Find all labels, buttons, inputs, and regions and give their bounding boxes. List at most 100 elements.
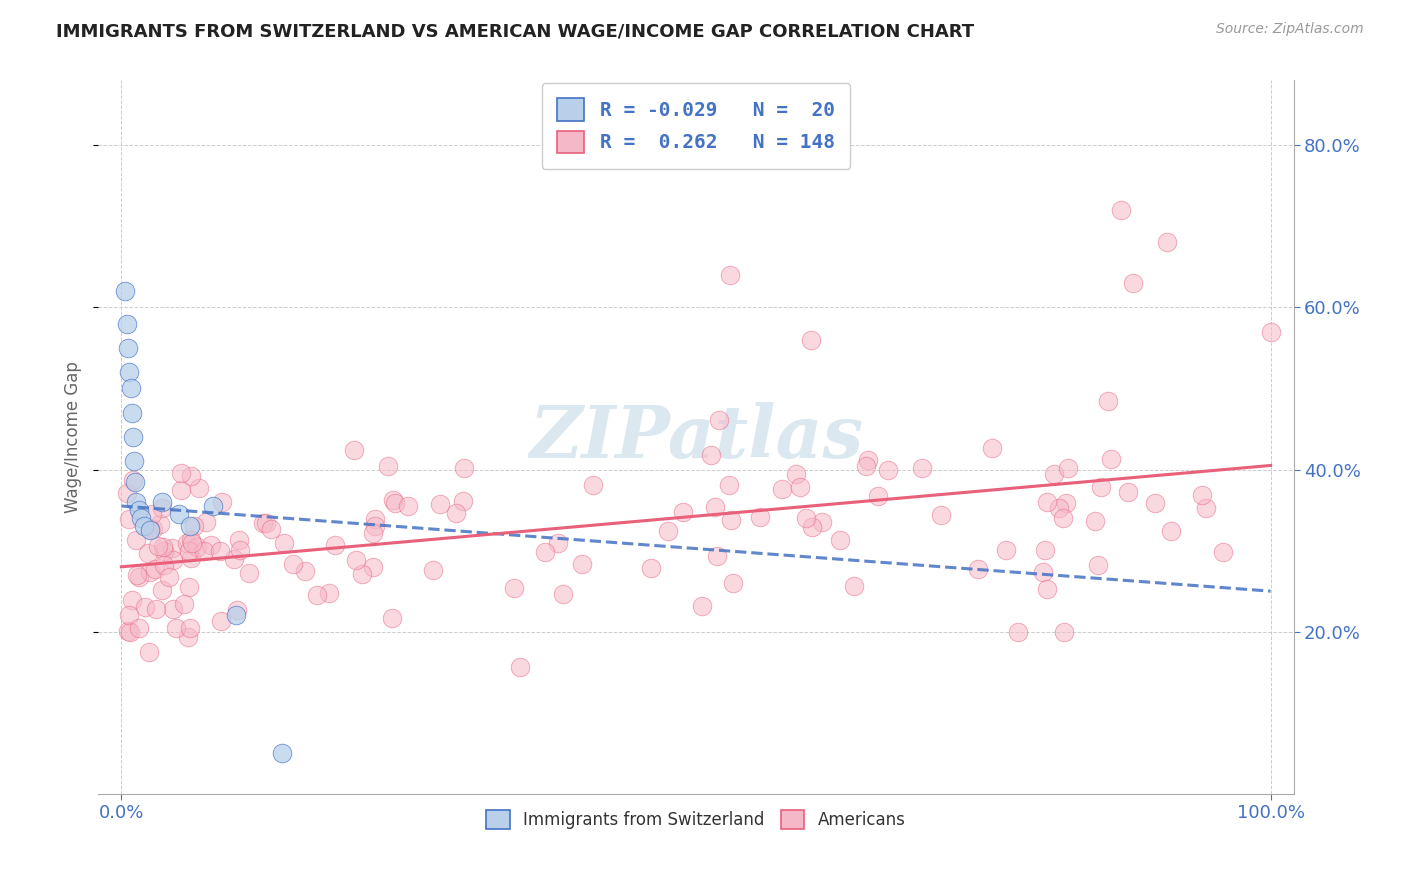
Point [138,645,160,659]
Point [271,747,294,761]
Point [202,499,225,513]
Point [384,496,406,510]
Point [134,600,156,615]
Point [183,519,205,533]
Point [364,519,387,533]
Point [789,480,811,494]
Point [228,533,250,547]
Point [141,508,163,522]
Point [128,503,150,517]
Point [856,453,879,467]
Point [876,463,898,477]
Point [720,513,742,527]
Point [720,268,742,282]
Point [179,622,201,636]
Point [200,538,222,552]
Point [165,621,187,635]
Point [238,566,260,580]
Point [672,505,695,519]
Point [1036,494,1059,508]
Point [117,624,139,638]
Point [259,522,281,536]
Point [125,533,148,547]
Point [344,552,367,566]
Point [377,459,399,474]
Point [294,564,316,578]
Point [444,507,467,521]
Point [451,493,474,508]
Point [118,365,141,379]
Point [1195,501,1218,516]
Point [122,430,145,444]
Point [170,466,193,480]
Point [855,459,877,474]
Point [252,516,274,530]
Point [1260,325,1282,339]
Point [381,611,404,625]
Text: ZIPatlas: ZIPatlas [529,401,863,473]
Point [382,493,405,508]
Point [281,557,304,571]
Point [1054,496,1077,510]
Point [122,473,145,487]
Point [995,542,1018,557]
Point [142,522,165,536]
Point [800,333,823,347]
Point [929,508,952,523]
Point [690,599,713,614]
Point [307,589,329,603]
Point [177,630,200,644]
Point [785,467,807,482]
Point [129,511,152,525]
Point [551,587,574,601]
Point [749,510,772,524]
Point [114,284,136,298]
Point [453,460,475,475]
Point [352,566,374,581]
Point [571,558,593,572]
Point [139,565,162,579]
Text: IMMIGRANTS FROM SWITZERLAND VS AMERICAN WAGE/INCOME GAP CORRELATION CHART: IMMIGRANTS FROM SWITZERLAND VS AMERICAN … [56,22,974,40]
Point [503,581,526,595]
Point [704,500,727,515]
Point [981,441,1004,455]
Point [170,483,193,498]
Point [1036,582,1059,596]
Point [229,543,252,558]
Point [195,515,218,529]
Point [1212,545,1234,559]
Point [1116,485,1139,500]
Point [193,543,215,558]
Point [150,500,173,515]
Point [117,341,139,355]
Point [121,406,143,420]
Point [830,533,852,547]
Point [1097,394,1119,409]
Point [273,536,295,550]
Point [122,454,145,468]
Point [115,317,138,331]
Point [225,603,247,617]
Point [209,614,232,628]
Point [177,544,200,558]
Y-axis label: Wage/Income Gap: Wage/Income Gap [65,361,83,513]
Point [139,524,162,538]
Point [118,607,141,622]
Point [152,582,174,597]
Point [1047,501,1070,516]
Point [1052,511,1074,525]
Point [1160,524,1182,539]
Point [318,585,340,599]
Point [180,551,202,566]
Point [150,495,173,509]
Point [640,561,662,575]
Point [162,602,184,616]
Point [124,475,146,489]
Point [177,580,200,594]
Point [186,540,208,554]
Point [121,592,143,607]
Point [1053,624,1076,639]
Point [361,526,384,541]
Point [582,478,605,492]
Point [139,522,162,536]
